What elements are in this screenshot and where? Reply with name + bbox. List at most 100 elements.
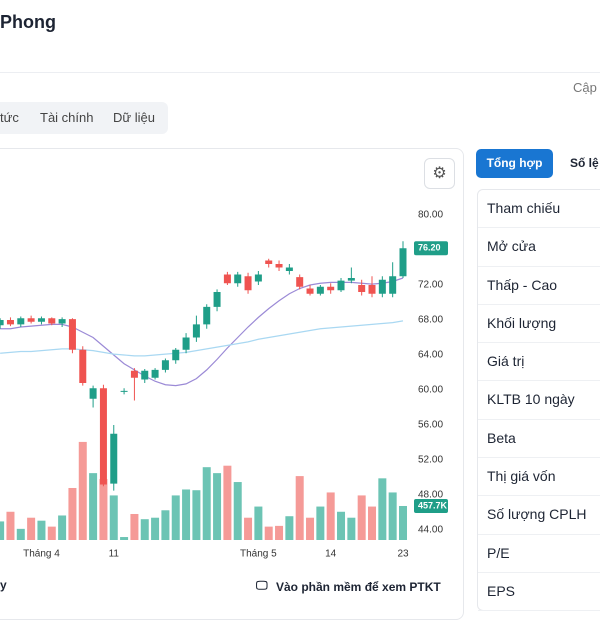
candle-body <box>130 370 138 378</box>
candle-body <box>68 319 76 350</box>
page: Phong Cập tức Tài chính Dữ liệu ⚙ Tháng … <box>0 12 600 620</box>
candle-body <box>306 288 314 294</box>
candle-body <box>192 324 200 338</box>
divider <box>0 72 600 73</box>
settings-button[interactable]: ⚙ <box>424 158 455 189</box>
volume-bar <box>378 478 387 540</box>
candle-body <box>58 319 66 324</box>
volume-bar <box>0 521 5 540</box>
candle-body <box>389 276 397 294</box>
side-row: Mở cửa <box>478 228 600 267</box>
candle-body <box>6 320 14 325</box>
candle-body <box>296 277 304 287</box>
candle-body <box>203 306 211 325</box>
volume-bar <box>37 520 46 540</box>
side-row: Tham chiếu <box>478 190 600 229</box>
candle-body <box>285 267 293 271</box>
title: Phong <box>0 12 56 32</box>
volume-bar <box>47 526 56 540</box>
volume-bar <box>58 515 67 540</box>
volume-bar <box>368 506 377 540</box>
volume-bar <box>357 495 366 540</box>
candle-body <box>399 248 407 277</box>
candle-body <box>378 279 386 294</box>
volume-bar <box>326 492 335 540</box>
side-row: KLTB 10 ngày <box>478 381 600 420</box>
side-row: P/E <box>478 535 600 573</box>
candle-body <box>37 318 45 322</box>
y-tick-label: 48.00 <box>418 490 443 501</box>
moving-average <box>0 320 404 357</box>
side-row: Thấp - Cao <box>478 267 600 305</box>
side-tab-active[interactable]: Tổng hợp <box>476 149 553 178</box>
candle-body <box>254 274 262 282</box>
ptkt-link[interactable]: Vào phần mềm để xem PTKT <box>276 580 441 594</box>
candle-body <box>79 349 87 383</box>
candle-body <box>213 292 221 307</box>
volume-bar <box>161 510 170 540</box>
side-tab[interactable]: Số lệ <box>570 156 599 170</box>
volume-bar <box>99 479 108 540</box>
candle-body <box>151 369 159 378</box>
volume-bar <box>78 441 87 540</box>
footer-text: y <box>0 578 7 592</box>
monitor-icon: 🖵 <box>256 578 268 592</box>
volume-bar <box>171 495 180 540</box>
update: Cập <box>573 80 597 95</box>
volume-bar <box>140 519 149 540</box>
candle-body <box>27 318 35 322</box>
side-row: EPS <box>478 573 600 612</box>
y-tick-label: 68.00 <box>418 315 443 326</box>
candle-body <box>265 260 273 264</box>
candle-body <box>110 433 118 484</box>
y-tick-label: 44.00 <box>418 525 443 536</box>
volume-bar <box>233 482 242 540</box>
volume-bar <box>192 490 201 540</box>
y-tick-label: 64.00 <box>418 350 443 361</box>
candle-body <box>347 278 355 281</box>
volume-bar <box>213 473 222 540</box>
volume-bar <box>264 526 273 540</box>
candle-body <box>327 286 335 291</box>
volume-bar <box>16 528 25 540</box>
volume-bar <box>337 511 346 540</box>
volume-bar <box>202 467 211 540</box>
volume-bar <box>254 506 263 540</box>
moving-average <box>0 277 404 387</box>
candle-body <box>275 264 283 268</box>
volume-bar <box>388 492 397 540</box>
y-tick-label: 52.00 <box>418 455 443 466</box>
tab[interactable]: tức <box>0 110 19 125</box>
axis-tag-label: 76.20 <box>418 243 441 253</box>
tab-bar <box>0 102 168 134</box>
volume-bar <box>89 473 98 540</box>
tab[interactable]: Tài chính <box>40 110 94 125</box>
volume-bar <box>316 506 325 540</box>
candle-body <box>141 370 149 380</box>
volume-bar <box>275 525 284 540</box>
side-row: Beta <box>478 420 600 459</box>
x-tick-label: 14 <box>325 549 337 560</box>
y-tick-label: 80.00 <box>418 210 443 221</box>
candle-body <box>316 286 324 294</box>
side-row: Số lượng CPLH <box>478 496 600 535</box>
x-tick-label: 23 <box>397 549 409 560</box>
candle-body <box>337 280 345 291</box>
volume-bar <box>285 516 294 540</box>
candle-body <box>161 360 169 370</box>
volume-bar <box>68 487 77 540</box>
volume-bar <box>27 517 36 540</box>
volume-bar <box>306 517 315 540</box>
side-row: Thị giá vốn <box>478 458 600 497</box>
y-tick-label: 72.00 <box>418 280 443 291</box>
candle-body <box>120 390 128 392</box>
y-tick-label: 56.00 <box>418 420 443 431</box>
volume-bar <box>151 517 160 540</box>
volume-bar <box>295 476 304 540</box>
chart: Tháng 4 11 Tháng 5 14 23 44.00 48.00 52.00 56.00… <box>0 210 448 560</box>
y-tick-label: 60.00 <box>418 385 443 396</box>
tab[interactable]: Dữ liệu <box>113 110 155 125</box>
volume-bar <box>399 505 407 540</box>
candle-body <box>48 318 56 324</box>
axis-tag <box>414 498 448 513</box>
